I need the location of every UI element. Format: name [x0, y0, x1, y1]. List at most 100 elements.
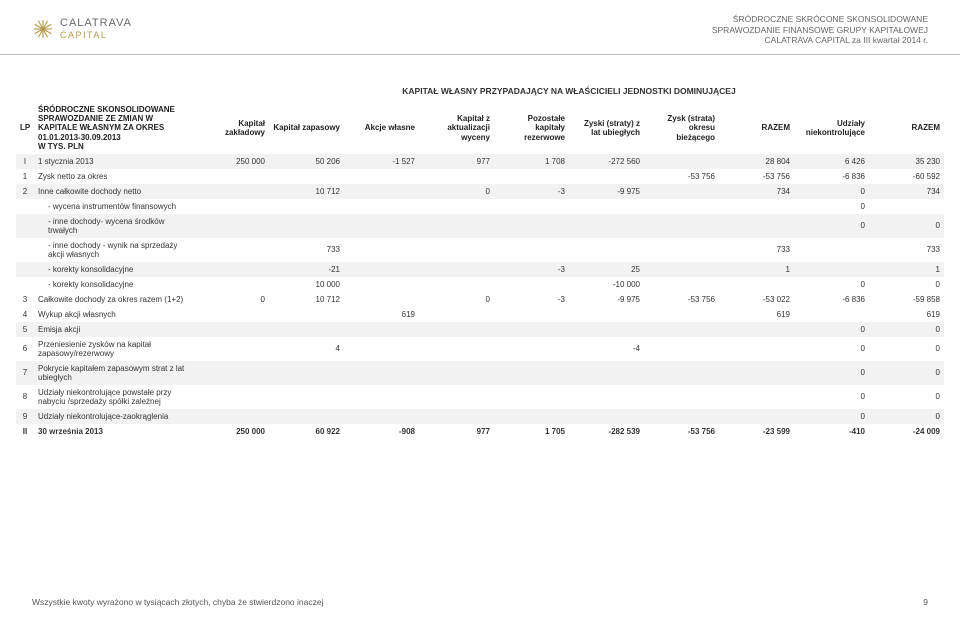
- cell-value: [794, 262, 869, 277]
- cell-desc: Emisja akcji: [34, 322, 194, 337]
- cell-lp: [16, 199, 34, 214]
- cell-value: -9 975: [569, 184, 644, 199]
- col-lp: LP: [16, 102, 34, 154]
- cell-value: 0: [794, 214, 869, 238]
- table-row: 5Emisja akcji00: [16, 322, 944, 337]
- cell-value: [419, 337, 494, 361]
- cell-value: [344, 322, 419, 337]
- cell-value: [569, 409, 644, 424]
- cell-value: [269, 169, 344, 184]
- cell-value: [644, 322, 719, 337]
- cell-value: [644, 262, 719, 277]
- cell-value: 0: [869, 322, 944, 337]
- cell-value: [569, 169, 644, 184]
- cell-value: 0: [869, 361, 944, 385]
- cell-value: [794, 307, 869, 322]
- cell-value: 0: [794, 277, 869, 292]
- cell-value: [419, 238, 494, 262]
- col-udzialy-niekontrolujace: Udziały niekontrolujące: [794, 102, 869, 154]
- table-super-header: KAPITAŁ WŁASNY PRZYPADAJĄCY NA WŁAŚCICIE…: [194, 82, 944, 102]
- cell-desc: Zysk netto za okres: [34, 169, 194, 184]
- cell-value: [344, 409, 419, 424]
- cell-value: 10 000: [269, 277, 344, 292]
- cell-value: 1 705: [494, 424, 569, 439]
- cell-desc: Pokrycie kapitałem zapasowym strat z lat…: [34, 361, 194, 385]
- cell-value: 733: [269, 238, 344, 262]
- cell-value: [344, 199, 419, 214]
- cell-value: [569, 307, 644, 322]
- cell-value: [419, 385, 494, 409]
- cell-desc: - korekty konsolidacyjne: [34, 262, 194, 277]
- cell-desc: Przeniesienie zysków na kapitał zapasowy…: [34, 337, 194, 361]
- cell-value: 0: [419, 184, 494, 199]
- cell-value: -272 560: [569, 154, 644, 169]
- header-logo: CALATRAVA CAPITAL: [32, 18, 132, 40]
- cell-value: 0: [869, 409, 944, 424]
- cell-value: 10 712: [269, 184, 344, 199]
- footer-note: Wszystkie kwoty wyrażono w tysiącach zło…: [32, 597, 323, 607]
- cell-value: [194, 337, 269, 361]
- cell-value: [194, 322, 269, 337]
- table-row: 3Całkowite dochody za okres razem (1+2)0…: [16, 292, 944, 307]
- sunburst-icon: [32, 18, 54, 40]
- cell-lp: 9: [16, 409, 34, 424]
- cell-value: 250 000: [194, 424, 269, 439]
- cell-value: [419, 277, 494, 292]
- cell-value: [719, 322, 794, 337]
- cell-value: [194, 361, 269, 385]
- cell-value: 6 426: [794, 154, 869, 169]
- col-kapital-zakladowy: Kapitał zakładowy: [194, 102, 269, 154]
- cell-value: -60 592: [869, 169, 944, 184]
- cell-value: 0: [794, 361, 869, 385]
- col-razem-2: RAZEM: [869, 102, 944, 154]
- cell-desc: - inne dochody- wycena środków trwałych: [34, 214, 194, 238]
- cell-value: [569, 385, 644, 409]
- cell-value: -53 756: [644, 292, 719, 307]
- cell-desc: Całkowite dochody za okres razem (1+2): [34, 292, 194, 307]
- cell-value: 50 206: [269, 154, 344, 169]
- cell-value: [644, 361, 719, 385]
- cell-value: 28 804: [719, 154, 794, 169]
- equity-changes-table: LP ŚRÓDROCZNE SKONSOLIDOWANE SPRAWOZDANI…: [16, 102, 944, 439]
- cell-value: 0: [869, 337, 944, 361]
- cell-value: -282 539: [569, 424, 644, 439]
- cell-value: 0: [794, 409, 869, 424]
- cell-value: [194, 184, 269, 199]
- cell-value: 60 922: [269, 424, 344, 439]
- table-row: II30 września 2013250 00060 922-9089771 …: [16, 424, 944, 439]
- cell-value: -3: [494, 262, 569, 277]
- cell-desc: - inne dochody - wynik na sprzedaży akcj…: [34, 238, 194, 262]
- cell-value: -6 836: [794, 169, 869, 184]
- cell-value: [194, 199, 269, 214]
- cell-lp: 3: [16, 292, 34, 307]
- table-row: - korekty konsolidacyjne-21-32511: [16, 262, 944, 277]
- cell-value: -6 836: [794, 292, 869, 307]
- cell-value: [194, 169, 269, 184]
- cell-value: [344, 184, 419, 199]
- cell-lp: [16, 262, 34, 277]
- cell-value: [494, 307, 569, 322]
- header-divider: [0, 54, 960, 55]
- page-number: 9: [923, 597, 928, 607]
- cell-value: [494, 361, 569, 385]
- cell-value: 35 230: [869, 154, 944, 169]
- col-desc: ŚRÓDROCZNE SKONSOLIDOWANE SPRAWOZDANIE Z…: [34, 102, 194, 154]
- logo-text-top: CALATRAVA: [60, 18, 132, 29]
- col-zyski-ubiegle: Zyski (straty) z lat ubiegłych: [569, 102, 644, 154]
- cell-value: -4: [569, 337, 644, 361]
- cell-value: 0: [794, 322, 869, 337]
- cell-value: [719, 409, 794, 424]
- col-zysk-okresu: Zysk (strata) okresu bieżącego: [644, 102, 719, 154]
- logo-text-bottom: CAPITAL: [60, 31, 132, 40]
- cell-value: -59 858: [869, 292, 944, 307]
- cell-value: -1 527: [344, 154, 419, 169]
- cell-value: [194, 385, 269, 409]
- cell-value: [269, 385, 344, 409]
- cell-value: [419, 199, 494, 214]
- cell-value: [494, 238, 569, 262]
- table-row: 9Udziały niekontrolujące-zaokrąglenia00: [16, 409, 944, 424]
- cell-value: -53 756: [644, 169, 719, 184]
- table-row: - inne dochody - wynik na sprzedaży akcj…: [16, 238, 944, 262]
- table-row: - wycena instrumentów finansowych0: [16, 199, 944, 214]
- cell-value: [269, 214, 344, 238]
